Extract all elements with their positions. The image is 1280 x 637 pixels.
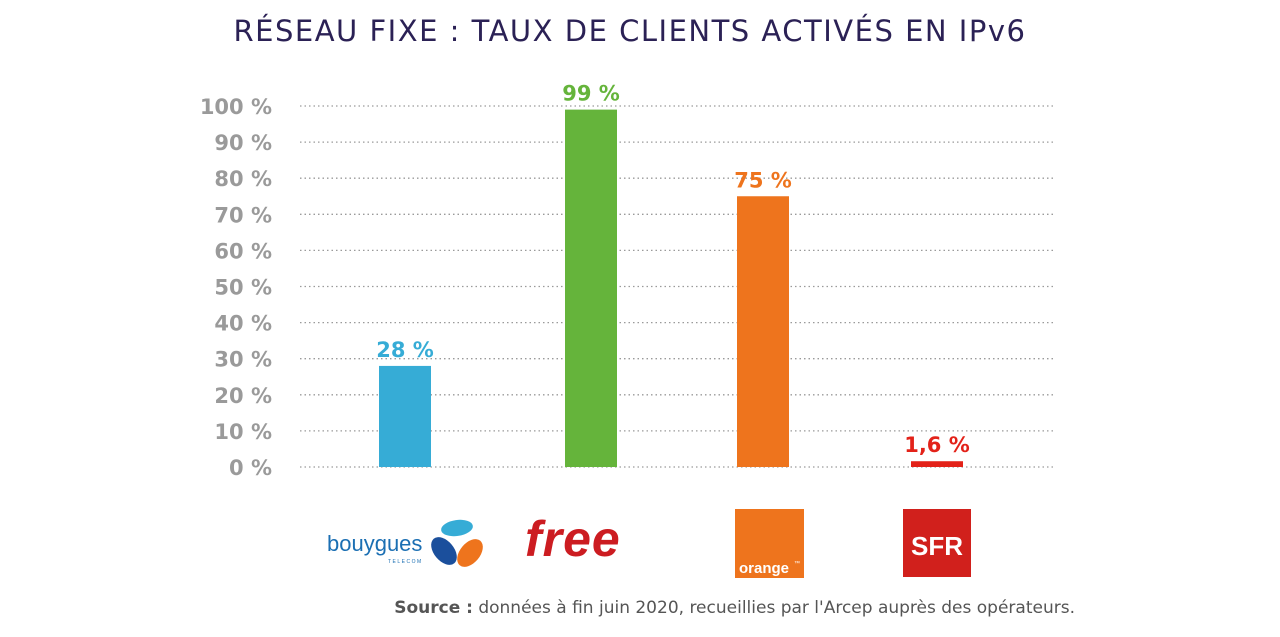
source-text: données à fin juin 2020, recueillies par…: [478, 598, 1075, 618]
sfr-logo-text: SFR: [911, 531, 963, 561]
y-tick-label: 40 %: [214, 312, 272, 336]
y-axis-ticks: 0 % 10 % 20 % 30 % 40 % 50 % 60 % 70 % 80 % 90 % 1…: [200, 95, 272, 480]
data-label: 1,6 %: [904, 433, 970, 457]
y-tick-label: 100 %: [200, 95, 272, 119]
y-tick-label: 30 %: [214, 348, 272, 372]
orange-logo: orange ™: [735, 509, 804, 578]
bar-chart: 0 % 10 % 20 % 30 % 40 % 50 % 60 % 70 % 80 % 90 % 1…: [200, 82, 1056, 578]
free-logo-text: free: [525, 511, 621, 567]
data-label: 75 %: [734, 168, 792, 192]
bar-orange: [737, 196, 789, 467]
bar-free: [565, 109, 617, 468]
orange-logo-text: orange: [739, 560, 789, 577]
bars: [379, 109, 963, 468]
free-logo: free: [525, 511, 621, 567]
bouygues-logo: bouygues TELECOM: [327, 519, 483, 567]
y-tick-label: 50 %: [214, 276, 272, 300]
bouygues-logo-sub: TELECOM: [388, 559, 423, 565]
bouygues-logo-text: bouygues: [327, 531, 422, 556]
y-tick-label: 20 %: [214, 384, 272, 408]
y-tick-label: 70 %: [214, 203, 272, 227]
y-tick-label: 60 %: [214, 239, 272, 263]
data-label: 99 %: [562, 82, 620, 106]
y-tick-label: 10 %: [214, 420, 272, 444]
bar-bouygues: [379, 365, 431, 467]
bar-sfr: [911, 461, 963, 467]
data-label: 28 %: [376, 338, 434, 362]
data-labels: 28 % 99 % 75 % 1,6 %: [376, 82, 970, 458]
y-tick-label: 80 %: [214, 167, 272, 191]
y-tick-label: 90 %: [214, 131, 272, 155]
source-note: Source : données à fin juin 2020, recuei…: [394, 598, 1075, 618]
y-tick-label: 0 %: [229, 456, 272, 480]
source-label: Source :: [394, 598, 473, 618]
chart-title: RÉSEAU FIXE : TAUX DE CLIENTS ACTIVÉS EN…: [233, 14, 1027, 48]
sfr-logo: SFR: [903, 509, 971, 577]
orange-logo-tm: ™: [794, 560, 800, 567]
